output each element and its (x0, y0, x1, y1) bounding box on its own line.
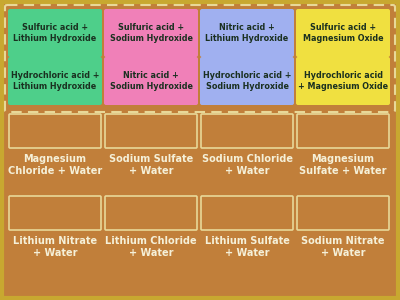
FancyBboxPatch shape (200, 9, 294, 57)
FancyBboxPatch shape (8, 57, 102, 105)
Text: Lithium Nitrate
+ Water: Lithium Nitrate + Water (13, 236, 97, 258)
Text: Nitric acid +
Sodium Hydroxide: Nitric acid + Sodium Hydroxide (110, 71, 192, 91)
Text: Sulfuric acid +
Lithium Hydroxide: Sulfuric acid + Lithium Hydroxide (13, 23, 97, 43)
FancyBboxPatch shape (296, 57, 390, 105)
Text: Sulfuric acid +
Magnesium Oxide: Sulfuric acid + Magnesium Oxide (303, 23, 383, 43)
Text: Sodium Nitrate
+ Water: Sodium Nitrate + Water (301, 236, 385, 258)
FancyBboxPatch shape (104, 9, 198, 57)
Text: Magnesium
Chloride + Water: Magnesium Chloride + Water (8, 154, 102, 176)
Text: Hydrochloric acid
+ Magnesium Oxide: Hydrochloric acid + Magnesium Oxide (298, 71, 388, 91)
Text: Lithium Chloride
+ Water: Lithium Chloride + Water (105, 236, 197, 258)
Text: Sodium Sulfate
+ Water: Sodium Sulfate + Water (109, 154, 193, 176)
FancyBboxPatch shape (104, 57, 198, 105)
Text: Lithium Sulfate
+ Water: Lithium Sulfate + Water (204, 236, 290, 258)
FancyBboxPatch shape (200, 57, 294, 105)
FancyBboxPatch shape (296, 9, 390, 57)
Text: Sulfuric acid +
Sodium Hydroxide: Sulfuric acid + Sodium Hydroxide (110, 23, 192, 43)
Text: Sodium Chloride
+ Water: Sodium Chloride + Water (202, 154, 292, 176)
FancyBboxPatch shape (8, 9, 102, 57)
Text: Hydrochloric acid +
Sodium Hydroxide: Hydrochloric acid + Sodium Hydroxide (203, 71, 291, 91)
Text: Hydrochloric acid +
Lithium Hydroxide: Hydrochloric acid + Lithium Hydroxide (11, 71, 99, 91)
Text: Magnesium
Sulfate + Water: Magnesium Sulfate + Water (299, 154, 387, 176)
Text: Nitric acid +
Lithium Hydroxide: Nitric acid + Lithium Hydroxide (205, 23, 289, 43)
